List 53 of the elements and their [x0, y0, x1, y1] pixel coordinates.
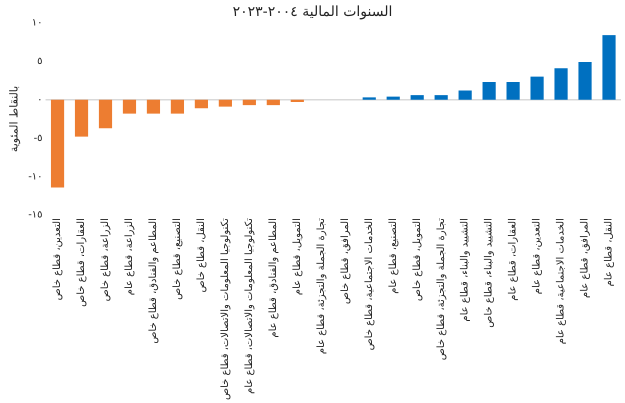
x-tick-label: التصنيع، قطاع خاص: [172, 218, 184, 300]
bar: [266, 100, 280, 106]
y-tick-label: ٠: [37, 94, 43, 106]
bar: [50, 100, 64, 188]
x-tick-label: النقل، قطاع عام: [604, 218, 615, 286]
x-tick-label: التعدين، قطاع عام: [532, 218, 543, 294]
y-tick-label: ١٠: [32, 17, 43, 28]
bar: [290, 100, 304, 102]
bar: [74, 100, 88, 137]
bar: [386, 96, 400, 100]
x-tick-label: النقل، قطاع خاص: [196, 218, 207, 293]
x-tick-label: المطاعم والفنادق، قطاع خاص: [148, 218, 160, 344]
bar: [410, 95, 424, 100]
x-tick-label: التشييد والبناء، قطاع خاص: [484, 218, 495, 328]
bar: [98, 100, 112, 128]
x-tick-label: الزراعة، قطاع خاص: [100, 218, 112, 302]
y-tick-label: -٥: [34, 132, 43, 144]
bar: [482, 82, 496, 100]
bar: [218, 100, 232, 107]
x-tick-label: التمويل، قطاع عام: [292, 218, 303, 296]
x-tick-label: العقارات، قطاع خاص: [76, 218, 88, 307]
bar: [554, 68, 568, 100]
y-axis-title: بالنقاط المئوية: [7, 86, 20, 152]
x-tick-label: التمويل، قطاع خاص: [412, 218, 423, 302]
y-tick-label: ٥: [37, 56, 43, 67]
x-tick-label: المرافق، قطاع خاص: [340, 218, 351, 304]
x-tick-label: الزراعة، قطاع عام: [124, 218, 136, 296]
bar: [506, 82, 520, 100]
bar: [530, 76, 544, 100]
x-tick-label: تكنولوجيا المعلومات والاتصالات، قطاع خاص: [220, 218, 231, 400]
x-tick-label: تجارة الجملة والتجزئة، قطاع عام: [316, 218, 327, 354]
chart-title: السنوات المالية ٢٠٠٤-٢٠٢٣: [232, 4, 392, 20]
x-tick-label: التعدين، قطاع خاص: [52, 218, 64, 300]
bar: [194, 100, 208, 108]
x-tick-label: تكنولوجيا المعلومات والاتصالات، قطاع عام: [244, 218, 255, 394]
x-tick-label: الخدمات الاجتماعية، قطاع عام: [556, 218, 567, 344]
bar: [170, 100, 184, 114]
x-tick-label: العقارات، قطاع عام: [508, 218, 519, 301]
bar: [602, 35, 616, 100]
y-tick-label: -١٥: [28, 210, 43, 221]
x-tick-label: المطاعم والفنادق، قطاع عام: [268, 218, 279, 338]
x-tick-label: تجارة الجملة والتجزئة، قطاع خاص: [436, 218, 447, 360]
x-tick-label: الخدمات الاجتماعية، قطاع خاص: [364, 218, 375, 350]
bar: [434, 95, 448, 100]
bar: [578, 62, 592, 100]
x-tick-label: المرافق، قطاع عام: [580, 218, 591, 298]
bar: [458, 90, 472, 100]
y-tick-label: -١٠: [28, 171, 43, 182]
bar: [242, 100, 256, 106]
bar: [146, 100, 160, 114]
x-tick-label: التصنيع، قطاع عام: [388, 218, 399, 294]
bar: [122, 100, 136, 114]
x-tick-label: التشييد والبناء، قطاع عام: [460, 218, 471, 322]
